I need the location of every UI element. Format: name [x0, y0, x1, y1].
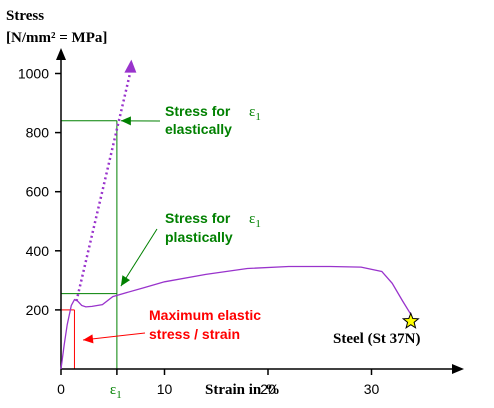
axes	[55, 48, 464, 375]
end-point-star	[401, 311, 420, 329]
y-axis-arrowhead	[56, 48, 66, 60]
annotation-max-elastic-line2: stress / strain	[149, 326, 240, 342]
annotation-elastic-line1: Stress for	[165, 103, 231, 119]
annotation-plastic-arrow	[120, 228, 158, 287]
annotation-max-elastic-arrow	[82, 332, 146, 341]
elastic-extension-line	[75, 67, 133, 302]
x-tick-label: 30	[364, 381, 380, 397]
series-layer	[60, 59, 412, 370]
annotation-plastic-line2: plastically	[165, 229, 233, 245]
y-tick-label: 800	[26, 125, 50, 141]
annotation-plastic-epsilon: ε1	[249, 211, 261, 230]
annotation-plastic-arrow-head	[120, 275, 131, 287]
annotations-layer: Stress for ε1 elastically Stress for ε1 plast…	[82, 103, 420, 347]
x-tick-label: 20	[260, 381, 276, 397]
annotation-elastic-line2: elastically	[165, 121, 232, 137]
annotation-max-elastic-line1: Maximum elastic	[149, 307, 261, 323]
tick-labels: 200 400 600 800 1000 0 10 20 30 ε1	[18, 66, 380, 402]
elastic-extension-arrowhead	[124, 59, 137, 73]
x-tick-label: 0	[57, 381, 65, 397]
y-tick-label: 400	[26, 243, 50, 259]
y-tick-label: 600	[26, 184, 50, 200]
y-axis-title-line2: [N/mm² = MPa]	[6, 30, 107, 46]
y-tick-label: 200	[26, 302, 50, 318]
stress-strain-curve	[60, 265, 412, 370]
annotation-plastic-line1: Stress for	[165, 210, 231, 226]
annotation-max-elastic-arrow-head	[83, 334, 94, 344]
x-tick-label: 10	[157, 381, 173, 397]
annotation-elastic-epsilon: ε1	[249, 104, 261, 123]
end-point-label: Steel (St 37N)	[333, 331, 420, 347]
y-tick-label: 1000	[18, 66, 49, 82]
reference-lines	[61, 120, 118, 369]
x-tick-label-epsilon: ε1	[110, 382, 122, 401]
x-axis-title: Strain in %	[205, 382, 280, 398]
x-axis-arrowhead	[452, 364, 464, 374]
annotation-elastic-arrow-head	[120, 116, 131, 126]
y-axis-title-line1: Stress	[6, 8, 44, 24]
